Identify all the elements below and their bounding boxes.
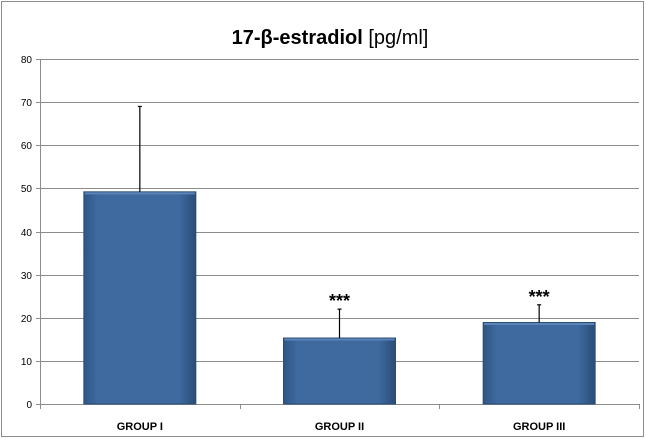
- y-tick-labels: 0 10 20 30 40 50 60 70 80: [21, 55, 33, 411]
- y-tick-label-50: 50: [21, 184, 33, 195]
- y-tick-label-20: 20: [21, 314, 33, 325]
- y-tick-label-0: 0: [26, 400, 32, 411]
- y-tick-label-10: 10: [21, 357, 33, 368]
- chart-title: 17-β-estradiol [pg/ml]: [232, 27, 429, 49]
- significance-group-ii: ***: [329, 291, 350, 311]
- y-tick-label-40: 40: [21, 228, 33, 239]
- category-labels: GROUP I GROUP II GROUP III: [117, 421, 566, 433]
- y-tick-label-80: 80: [21, 55, 33, 66]
- category-label-group-ii: GROUP II: [315, 421, 364, 433]
- chart-title-unit: [pg/ml]: [363, 27, 429, 49]
- bar-group-iii: [482, 321, 596, 405]
- category-label-group-i: GROUP I: [117, 421, 163, 433]
- bar-group-ii: [283, 337, 396, 405]
- y-tick-label-30: 30: [21, 271, 33, 282]
- error-bars: [137, 105, 542, 339]
- bars: [83, 191, 596, 405]
- significance-marks: *** ***: [329, 287, 550, 311]
- y-tick-label-60: 60: [21, 141, 33, 152]
- bar-group-i: [83, 191, 197, 405]
- chart-title-main: 17-β-estradiol: [232, 27, 363, 49]
- y-tick-label-70: 70: [21, 98, 33, 109]
- significance-group-iii: ***: [529, 287, 550, 307]
- category-label-group-iii: GROUP III: [513, 421, 565, 433]
